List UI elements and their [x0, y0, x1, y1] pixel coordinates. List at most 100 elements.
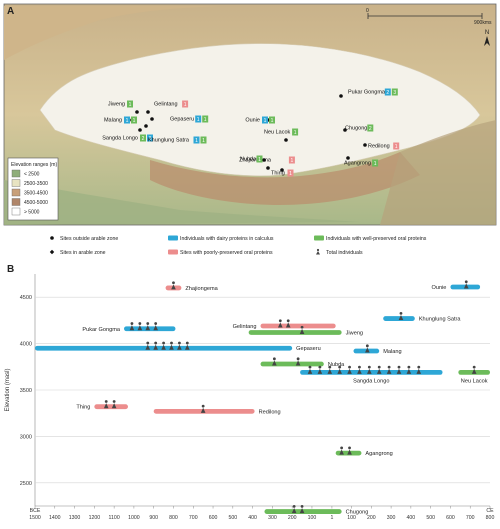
map-site-dot-gelintang	[146, 110, 150, 114]
individual-head-thing-1	[112, 400, 116, 403]
individual-head-gepaseru-1	[154, 341, 158, 345]
individual-head-agangrong-1	[348, 446, 351, 450]
individual-marker-sangda-longo-1	[317, 368, 323, 374]
map-badge-count-ounie-0: 1	[264, 118, 267, 124]
individual-head-agangrong-0	[340, 446, 344, 450]
individual-marker-sangda-longo-9	[396, 368, 402, 374]
plateau-brown-edge	[150, 152, 420, 205]
individual-marker-malang-0	[365, 347, 370, 353]
legend-sites-outside-arable-zone-marker	[50, 236, 54, 240]
scale-label-start: 0	[366, 8, 369, 14]
individual-head-ounie-0	[464, 280, 468, 284]
map-badge-count-sangda-longo-0: 2	[142, 136, 145, 142]
individual-head-neu-lacok-0	[472, 365, 476, 369]
individual-head-pukar-gongma-0	[130, 322, 134, 325]
individual-head-chugong-0	[292, 504, 296, 508]
individual-head-sangda-longo-7	[377, 365, 381, 369]
individual-head-gepaseru-4	[178, 341, 181, 345]
individual-head-sangda-longo-2	[328, 365, 332, 369]
map-badge-agangrong-0	[372, 159, 379, 167]
map-site-dot-redilong	[363, 143, 367, 147]
map-site-dot-neu-lacok	[284, 138, 288, 142]
individual-head-sangda-longo-11	[417, 365, 421, 369]
x-tick-label-4: 1100	[109, 515, 120, 521]
terrain-west	[4, 6, 220, 60]
legend-total-individuals-marker-head	[316, 248, 320, 252]
individual-marker-sangda-longo-0	[307, 368, 313, 374]
north-label: N	[485, 30, 489, 36]
map-site-dot-agangrong	[346, 156, 350, 160]
site-label-zhajiongema: Zhajiongema	[185, 286, 218, 292]
map-site-label-redilong: Redilong	[368, 143, 390, 149]
map-badge-ounie-0	[262, 116, 268, 124]
individual-marker-redilong-0	[200, 407, 206, 413]
individual-marker-gelintang-1	[285, 322, 291, 328]
y-tick-label-2500: 2500	[20, 481, 32, 487]
map-site-label-agangrong: Agangrong	[344, 160, 371, 166]
elevation-swatch-1	[11, 179, 21, 187]
map-badge-count-gelintang-0: 1	[184, 102, 187, 108]
map-badge-chugong-0	[367, 124, 374, 132]
individual-head-sangda-longo-6	[367, 365, 371, 369]
individual-marker-khunglung-satra-0	[398, 314, 404, 321]
map-badge-count-khunglung-satra-1: 1	[202, 138, 205, 144]
site-label-sangda-longo: Sangda Longo	[353, 378, 389, 384]
legend-individuals-with-dairy-proteins-in-calculus-marker	[168, 235, 178, 241]
elevation-range-label-4: > 5000	[24, 210, 40, 216]
individual-marker-sangda-longo-6	[367, 368, 372, 374]
x-tick-label-13: 200	[288, 515, 297, 521]
individual-marker-nubda-1	[295, 360, 301, 366]
individual-head-sangda-longo-0	[308, 365, 312, 369]
map-badge-khunglung-satra-1	[200, 136, 207, 144]
individual-marker-thing-1	[111, 403, 117, 409]
individual-marker-sangda-longo-11	[416, 368, 422, 374]
scale-label-end: 900kms	[474, 20, 492, 26]
individual-marker-ounie-0	[463, 283, 469, 289]
individual-head-gepaseru-2	[162, 341, 165, 345]
individual-marker-pukar-gongma-0	[129, 325, 135, 331]
legend-sites-in-arable-zone-label: Sites in arable zone	[60, 250, 106, 256]
elevation-range-label-0: < 2500	[24, 172, 40, 178]
individual-marker-gepaseru-1	[153, 344, 158, 350]
map-site-label-chugong: Chugong	[345, 125, 367, 131]
individual-head-pukar-gongma-1	[138, 322, 142, 325]
map-badge-count-neu-lacok-0: 1	[294, 130, 297, 136]
map-badge-count-sangda-longo-1: 3	[149, 136, 152, 142]
x-tick-label-2: 1300	[69, 515, 81, 521]
individual-marker-sangda-longo-4	[347, 368, 352, 374]
individual-marker-gepaseru-2	[161, 344, 166, 350]
x-tick-label-3: 1200	[89, 515, 101, 521]
y-tick-label-4500: 4500	[20, 295, 32, 301]
individual-head-nubda-1	[296, 357, 300, 361]
site-label-neu-lacok: Neu Lacok	[461, 378, 488, 384]
x-tick-label-20: 500	[426, 515, 435, 521]
y-axis-label: Elevation (masl)	[5, 368, 11, 411]
range-bar-khunglung-satra	[383, 316, 415, 321]
individual-head-thing-0	[104, 400, 108, 403]
map-badge-thing-0	[287, 169, 294, 177]
map-badge-count-pukar-gongma-1: 3	[393, 90, 396, 96]
individual-head-sangda-longo-5	[358, 365, 361, 369]
legend: Sites outside arable zone Individuals wit…	[49, 235, 427, 256]
individual-marker-agangrong-0	[339, 449, 344, 455]
range-bar-gelintang	[260, 323, 336, 329]
map-badge-pukar-gongma-1	[391, 88, 398, 96]
map-badge-sangda-longo-0	[140, 134, 146, 142]
individual-marker-pukar-gongma-1	[137, 325, 143, 331]
map-badge-count-gepaseru-0: 1	[197, 117, 200, 123]
individual-head-sangda-longo-4	[348, 365, 351, 369]
individual-marker-pukar-gongma-3	[153, 325, 158, 331]
x-tick-label-0: 1500	[29, 515, 41, 521]
legend-sites-with-poorly-preserved-oral-proteins-label: Sites with poorly-preserved oral protein…	[180, 250, 273, 256]
map-badge-count-jiweng-0: 1	[129, 102, 132, 108]
individual-marker-gepaseru-5	[185, 344, 190, 350]
individual-head-sangda-longo-3	[338, 365, 342, 369]
map-badge-count-agangrong-0: 1	[374, 161, 377, 167]
individual-marker-jiweng-0	[299, 328, 305, 334]
individual-marker-sangda-longo-7	[376, 368, 382, 374]
map-badge-sangda-longo-1	[147, 134, 153, 142]
map-badge-jiweng-0	[127, 100, 133, 108]
x-tick-label-1: 1400	[49, 515, 61, 521]
map-badge-count-nubda-0: 1	[258, 157, 261, 163]
